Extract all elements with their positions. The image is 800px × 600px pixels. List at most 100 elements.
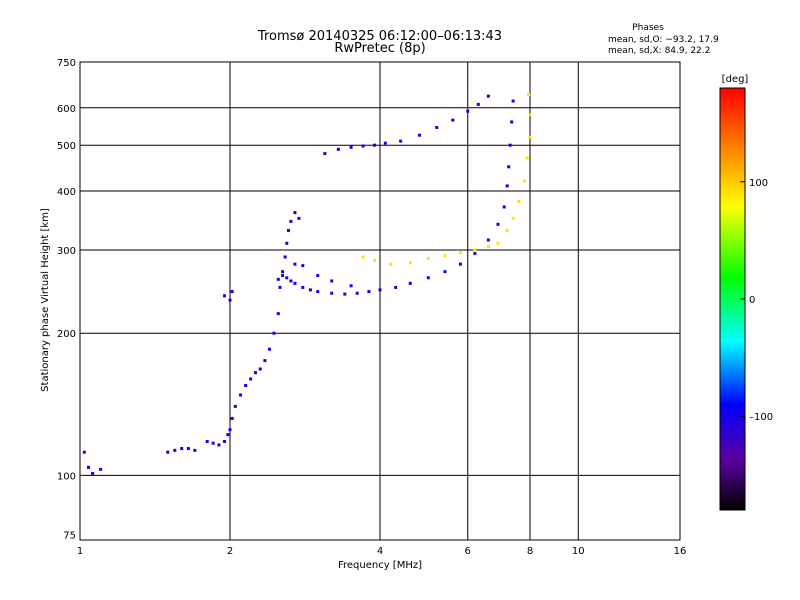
data-point-O (417, 133, 421, 137)
x-tick-label: 8 (527, 546, 533, 557)
data-point-O (367, 290, 371, 294)
data-point-O (82, 450, 86, 454)
data-point-O (308, 288, 312, 292)
x-axis-ticks: 1 2 4 6 8 10 16 (77, 546, 687, 557)
data-point-O (316, 273, 320, 277)
data-point-O (373, 143, 377, 147)
stats-o-line: mean, sd,O: −93.2, 17.9 (608, 35, 719, 45)
data-point-O (355, 291, 359, 295)
data-point-O (99, 467, 103, 471)
data-point-O (249, 377, 253, 381)
data-point-O (336, 147, 340, 151)
y-tick-label: 75 (63, 530, 76, 541)
y-tick-label: 200 (57, 329, 76, 340)
colorbar-ticks: 100 0 –100 (740, 178, 773, 423)
data-point-O (211, 441, 215, 445)
data-point-O (361, 144, 365, 148)
y-tick-label: 100 (57, 471, 76, 482)
data-point-O (223, 439, 227, 443)
stats-x-line: mean, sd,X: 84.9, 22.2 (608, 46, 710, 56)
x-tick-label: 2 (227, 546, 233, 557)
data-point-O (278, 285, 282, 289)
data-point-X (527, 93, 531, 97)
data-point-O (166, 450, 170, 454)
data-point-O (486, 238, 490, 242)
data-point-X (486, 245, 490, 249)
data-point-O (286, 228, 290, 232)
data-point-O (349, 145, 353, 149)
data-point-O (193, 448, 197, 452)
data-point-O (285, 276, 289, 280)
data-point-O (435, 126, 439, 130)
data-point-X (511, 216, 515, 220)
data-point-O (289, 219, 293, 223)
data-point-X (528, 135, 532, 139)
data-point-O (297, 216, 301, 220)
data-point-O (486, 94, 490, 98)
data-point-O (289, 279, 293, 283)
chart-title: Tromsø 20140325 06:12:00–06:13:43 (257, 29, 502, 44)
data-point-O (476, 102, 480, 106)
data-point-X (443, 254, 447, 258)
data-point-O (281, 273, 285, 277)
data-point-O (228, 428, 232, 432)
data-point-O (293, 262, 297, 266)
data-point-O (230, 416, 234, 420)
data-point-O (263, 359, 267, 363)
colorbar-tick-label: –100 (749, 412, 773, 423)
data-point-X (458, 251, 462, 255)
y-tick-label: 300 (57, 246, 76, 257)
data-point-O (394, 285, 398, 289)
x-tick-label: 4 (377, 546, 383, 557)
data-point-X (528, 113, 532, 117)
data-point-O (505, 184, 509, 188)
data-point-X (361, 255, 365, 259)
x-tick-label: 6 (465, 546, 471, 557)
data-point-O (511, 99, 515, 103)
data-point-O (451, 118, 455, 122)
data-point-O (293, 281, 297, 285)
data-point-O (301, 264, 305, 268)
data-point-X (517, 200, 521, 204)
data-point-X (505, 228, 509, 232)
data-point-O (281, 270, 285, 274)
data-point-O (217, 443, 221, 447)
data-point-O (349, 284, 353, 288)
data-points (82, 93, 532, 475)
data-point-O (283, 255, 287, 259)
data-point-X (523, 179, 527, 183)
data-point-O (253, 371, 257, 375)
chart-subtitle: RwPretec (8p) (334, 41, 425, 56)
y-tick-label: 400 (57, 187, 76, 198)
data-point-O (330, 279, 334, 283)
data-point-X (389, 262, 393, 266)
data-point-O (330, 291, 334, 295)
data-point-O (272, 331, 276, 335)
data-point-O (473, 251, 477, 255)
data-point-O (285, 241, 289, 245)
data-point-O (408, 281, 412, 285)
data-point-O (244, 384, 248, 388)
data-point-O (223, 294, 227, 298)
data-point-O (443, 270, 447, 274)
data-point-O (258, 367, 262, 371)
y-tick-label: 600 (57, 104, 76, 115)
phases-header: Phases (632, 23, 664, 33)
y-tick-label: 750 (57, 58, 76, 69)
data-point-X (408, 261, 412, 265)
x-tick-label: 10 (572, 546, 585, 557)
data-point-O (496, 222, 500, 226)
data-point-O (399, 139, 403, 143)
data-point-O (316, 290, 320, 294)
data-point-O (230, 290, 234, 294)
data-point-O (239, 393, 243, 397)
data-point-O (91, 471, 95, 475)
data-point-O (205, 439, 209, 443)
y-axis-label: Stationary phase Virtual Height [km] (40, 208, 51, 392)
data-point-O (267, 347, 271, 351)
data-point-O (507, 165, 511, 169)
data-point-X (426, 256, 430, 260)
grid-lines (80, 62, 680, 540)
data-point-O (86, 465, 90, 469)
